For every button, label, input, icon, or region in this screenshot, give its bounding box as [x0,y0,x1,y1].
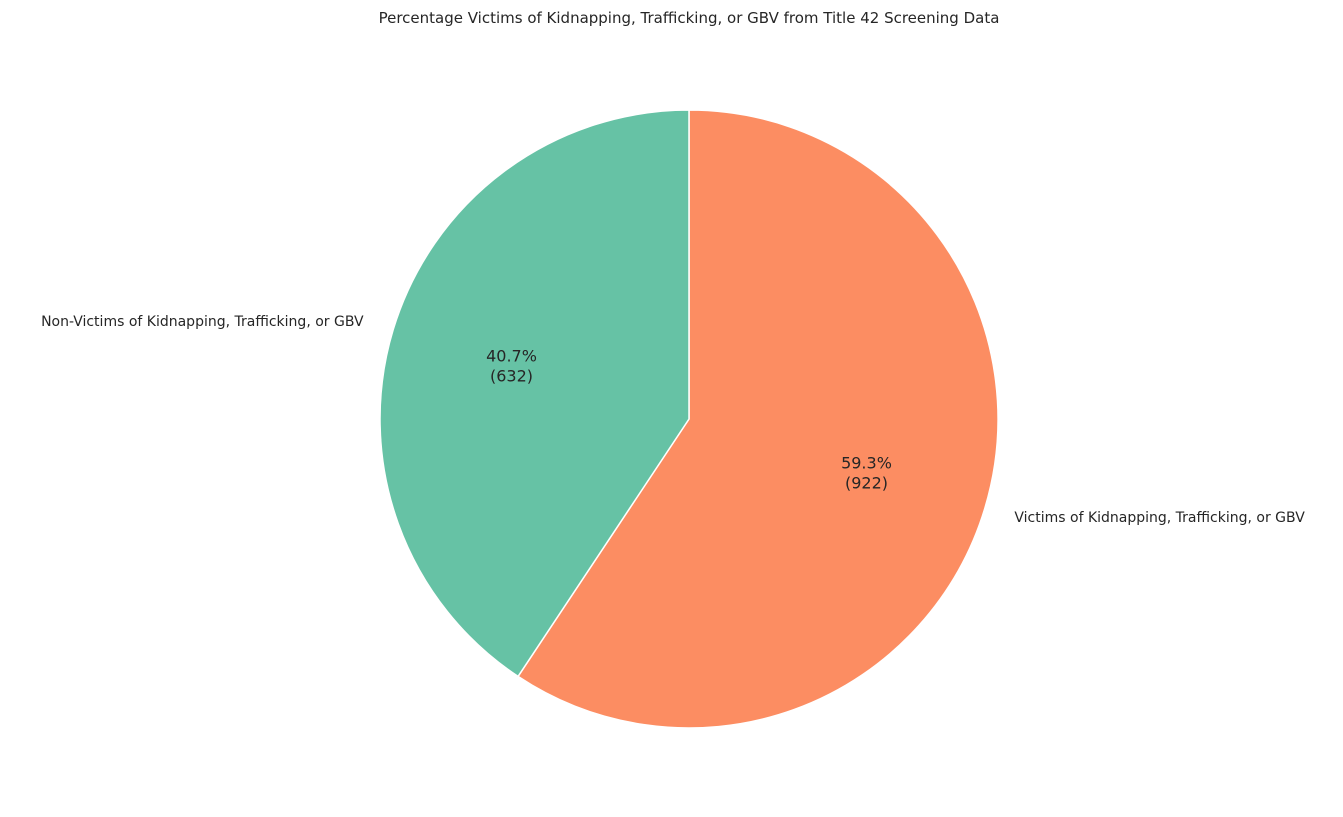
chart-title: Percentage Victims of Kidnapping, Traffi… [379,9,1000,27]
pie-slice-0 [517,109,999,729]
slice-percent-label-0: 59.3% [841,454,892,473]
pie-labels: Victims of Kidnapping, Trafficking, or G… [41,314,1305,526]
slice-count-label-0: (922) [845,474,888,493]
slice-percent-label-1: 40.7% [486,346,537,365]
pie-slices [379,109,999,729]
pie-slice-1 [379,109,690,678]
slice-count-label-1: (632) [490,366,533,385]
slice-label-0: Victims of Kidnapping, Trafficking, or G… [1014,510,1305,526]
slice-label-1: Non-Victims of Kidnapping, Trafficking, … [41,314,364,330]
